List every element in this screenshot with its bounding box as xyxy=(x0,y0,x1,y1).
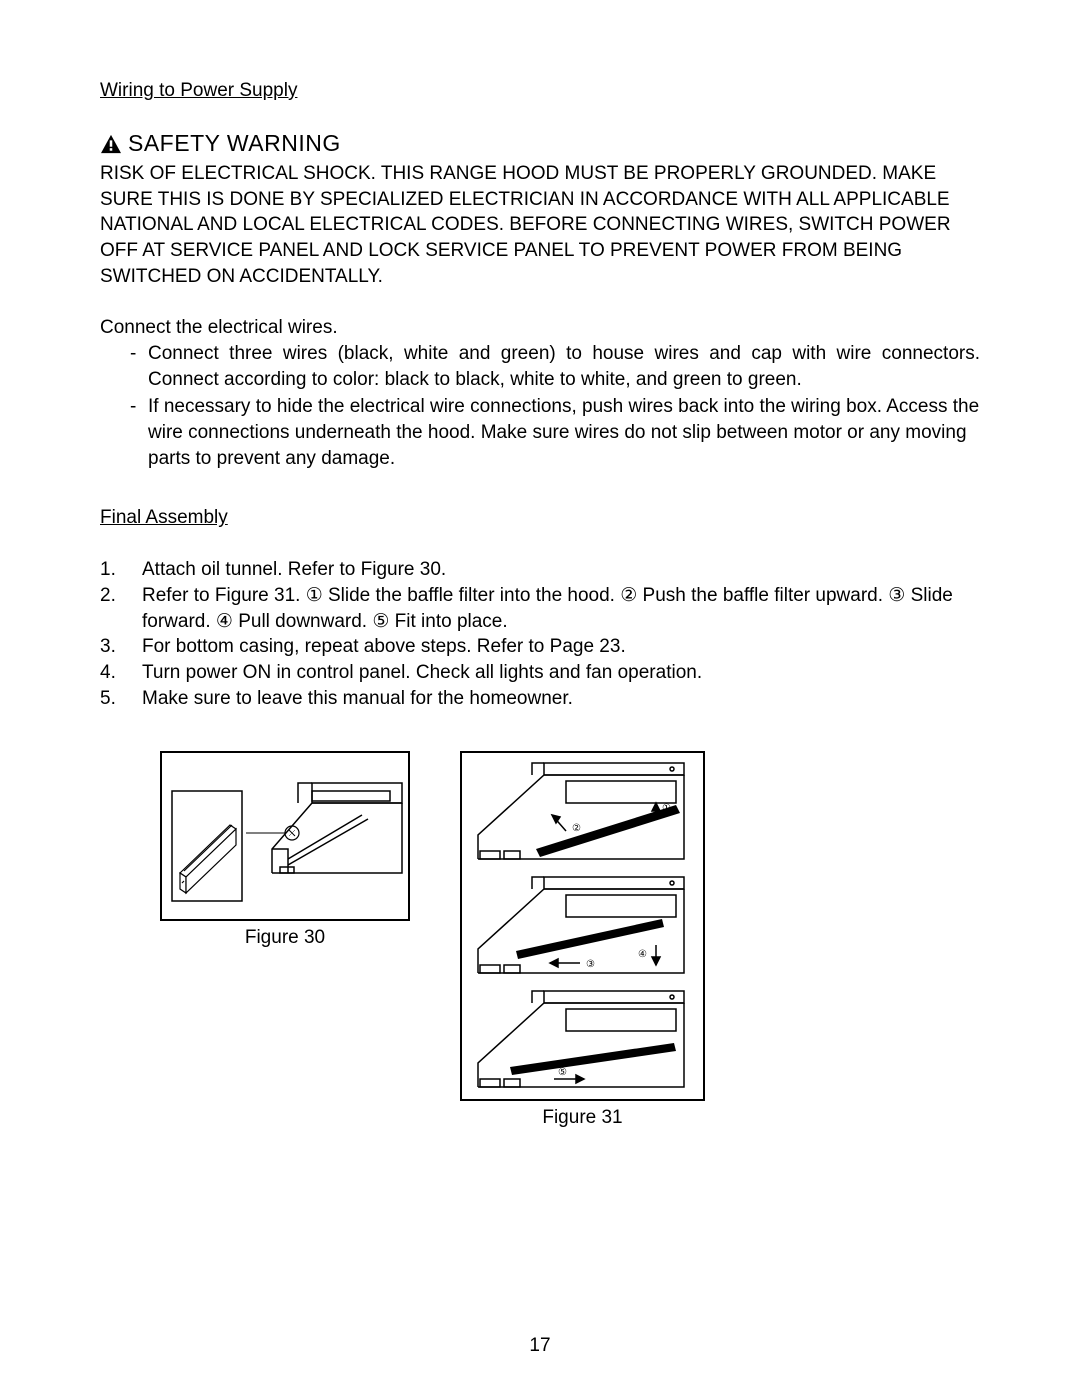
circled-1: ① xyxy=(662,803,671,814)
figure-31-panel-3: ⑤ xyxy=(470,987,695,1093)
circled-2: ② xyxy=(572,823,581,834)
figure-31-panel-2: ③ ④ xyxy=(470,873,695,979)
figures-row: Figure 30 xyxy=(100,751,980,1129)
circled-3: ③ xyxy=(586,959,595,970)
figure-31-panel-1: ② ① xyxy=(470,759,695,865)
step-item: 4.Turn power ON in control panel. Check … xyxy=(100,660,980,686)
step-item: 3.For bottom casing, repeat above steps.… xyxy=(100,634,980,660)
figure-30-box xyxy=(160,751,410,921)
figure-31-box: ② ① xyxy=(460,751,705,1101)
step-num: 1. xyxy=(100,557,142,583)
step-num: 4. xyxy=(100,660,142,686)
step-text: Turn power ON in control panel. Check al… xyxy=(142,660,980,686)
step-num: 2. xyxy=(100,583,142,634)
final-assembly-steps: 1.Attach oil tunnel. Refer to Figure 30.… xyxy=(100,557,980,711)
circled-5: ⑤ xyxy=(558,1067,567,1078)
final-assembly-header: Final Assembly xyxy=(100,507,980,529)
bullet-item: - If necessary to hide the electrical wi… xyxy=(130,394,980,471)
connect-intro: Connect the electrical wires. xyxy=(100,317,980,339)
wire-bullet-list: - Connect three wires (black, white and … xyxy=(100,341,980,471)
figure-31-column: ② ① xyxy=(460,751,705,1129)
figure-30-column: Figure 30 xyxy=(160,751,410,1129)
bullet-item: - Connect three wires (black, white and … xyxy=(130,341,980,392)
safety-warning-heading: SAFETY WARNING xyxy=(100,130,980,157)
figure-30-caption: Figure 30 xyxy=(245,927,325,949)
warning-triangle-icon xyxy=(100,134,122,154)
step-item: 1.Attach oil tunnel. Refer to Figure 30. xyxy=(100,557,980,583)
figure-30-svg xyxy=(162,753,412,923)
step-item: 5.Make sure to leave this manual for the… xyxy=(100,686,980,712)
step-num: 5. xyxy=(100,686,142,712)
step-text: Make sure to leave this manual for the h… xyxy=(142,686,980,712)
bullet-text: Connect three wires (black, white and gr… xyxy=(148,341,980,392)
safety-warning-body: RISK OF ELECTRICAL SHOCK. THIS RANGE HOO… xyxy=(100,161,980,289)
bullet-dash: - xyxy=(130,341,148,392)
step-text: For bottom casing, repeat above steps. R… xyxy=(142,634,980,660)
bullet-dash: - xyxy=(130,394,148,471)
step-item: 2.Refer to Figure 31. ① Slide the baffle… xyxy=(100,583,980,634)
step-text: Attach oil tunnel. Refer to Figure 30. xyxy=(142,557,980,583)
page-number: 17 xyxy=(0,1335,1080,1357)
wiring-header: Wiring to Power Supply xyxy=(100,80,980,102)
figure-31-caption: Figure 31 xyxy=(542,1107,622,1129)
circled-4: ④ xyxy=(638,949,647,960)
bullet-text: If necessary to hide the electrical wire… xyxy=(148,394,980,471)
step-num: 3. xyxy=(100,634,142,660)
safety-warning-title: SAFETY WARNING xyxy=(128,130,341,157)
step-text: Refer to Figure 31. ① Slide the baffle f… xyxy=(142,583,980,634)
